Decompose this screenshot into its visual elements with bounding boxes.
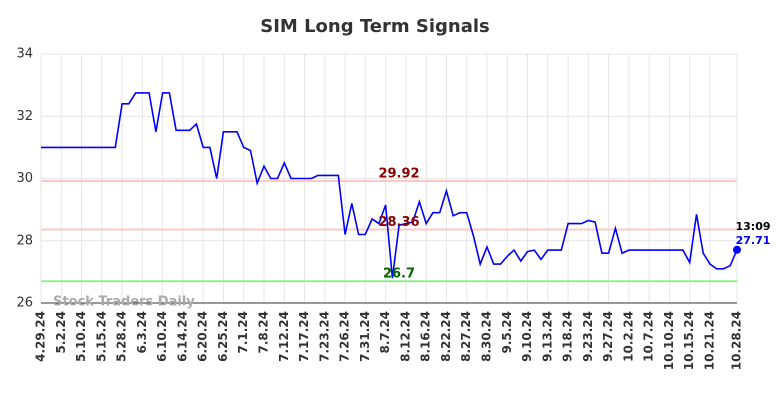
signal-label: 29.92 bbox=[378, 166, 419, 181]
x-tick-label: 10.28.24 bbox=[730, 311, 744, 370]
y-tick-label: 34 bbox=[16, 47, 33, 62]
last-point bbox=[733, 245, 741, 254]
x-tick-label: 9.18.24 bbox=[561, 311, 575, 362]
x-tick-label: 6.25.24 bbox=[216, 311, 230, 362]
x-tick-label: 7.12.24 bbox=[277, 311, 291, 362]
x-tick-label: 9.13.24 bbox=[540, 311, 554, 362]
x-tick-label: 4.29.24 bbox=[34, 311, 48, 362]
x-tick-label: 10.21.24 bbox=[702, 311, 716, 370]
x-tick-label: 10.10.24 bbox=[662, 311, 676, 370]
x-tick-label: 5.15.24 bbox=[94, 311, 108, 362]
x-tick-label: 6.14.24 bbox=[175, 311, 189, 362]
x-tick-label: 9.27.24 bbox=[601, 311, 615, 362]
chart-title: SIM Long Term Signals bbox=[260, 16, 490, 37]
x-tick-label: 10.2.24 bbox=[621, 311, 635, 362]
watermark: Stock Traders Daily bbox=[53, 295, 195, 310]
x-tick-label: 10.7.24 bbox=[642, 311, 656, 362]
signal-label: 28.36 bbox=[378, 215, 419, 230]
last-time: 13:09 bbox=[735, 220, 770, 233]
x-tick-label: 6.10.24 bbox=[155, 311, 169, 362]
x-tick-label: 7.23.24 bbox=[317, 311, 331, 362]
price-line bbox=[41, 92, 738, 279]
x-tick-label: 9.23.24 bbox=[581, 311, 595, 362]
y-tick-label: 26 bbox=[16, 296, 33, 311]
x-tick-label: 9.5.24 bbox=[500, 311, 514, 354]
x-tick-label: 6.3.24 bbox=[135, 311, 149, 354]
signal-label: 26.7 bbox=[383, 267, 415, 282]
x-tick-label: 5.28.24 bbox=[115, 311, 129, 362]
last-value: 27.71 bbox=[736, 234, 771, 247]
x-tick-label: 6.20.24 bbox=[196, 311, 210, 362]
y-tick-label: 28 bbox=[16, 233, 33, 248]
x-tick-label: 8.7.24 bbox=[378, 311, 392, 354]
x-tick-label: 10.15.24 bbox=[682, 311, 696, 370]
y-tick-label: 32 bbox=[16, 109, 33, 124]
x-tick-label: 7.1.24 bbox=[236, 311, 250, 354]
x-tick-label: 7.26.24 bbox=[338, 311, 352, 362]
x-tick-label: 5.10.24 bbox=[74, 311, 88, 362]
x-tick-label: 8.30.24 bbox=[479, 311, 493, 362]
x-tick-label: 7.31.24 bbox=[358, 311, 372, 362]
y-tick-label: 30 bbox=[16, 171, 33, 186]
x-tick-label: 8.27.24 bbox=[459, 311, 473, 362]
x-tick-label: 8.12.24 bbox=[398, 311, 412, 362]
x-tick-label: 7.8.24 bbox=[256, 311, 270, 354]
x-tick-label: 5.2.24 bbox=[54, 311, 68, 354]
x-tick-label: 8.22.24 bbox=[439, 311, 453, 362]
x-tick-label: 8.16.24 bbox=[419, 311, 433, 362]
x-tick-label: 9.10.24 bbox=[520, 311, 534, 362]
x-tick-label: 7.17.24 bbox=[297, 311, 311, 362]
